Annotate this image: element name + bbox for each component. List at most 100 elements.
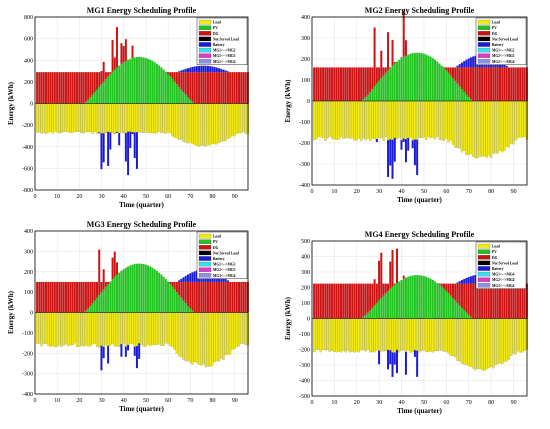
bar-pv	[402, 278, 405, 319]
bar-battery	[213, 66, 216, 73]
bar-dg	[109, 72, 112, 74]
x-tick-label: 90	[232, 398, 238, 404]
bar-load	[454, 318, 457, 358]
bar-dg	[111, 39, 114, 72]
bar-load	[516, 100, 520, 139]
bar-pv	[407, 54, 410, 101]
bar-load	[503, 100, 506, 151]
bar-dg	[42, 72, 45, 104]
bar-pv	[93, 92, 96, 104]
bar-load	[42, 103, 45, 134]
bar-dg	[360, 67, 363, 101]
bar-dg	[400, 57, 403, 59]
bar-dg	[490, 283, 493, 319]
bar-load	[433, 318, 437, 352]
bar-load	[373, 318, 376, 353]
bar-load	[494, 318, 497, 366]
legend-swatch	[477, 283, 491, 288]
bar-dg	[71, 281, 74, 313]
bar-load	[409, 100, 412, 138]
bar-load	[416, 100, 419, 140]
bar-load	[49, 312, 52, 347]
bar-pv	[467, 314, 470, 319]
bar-pv	[431, 58, 434, 101]
bar-load	[364, 100, 367, 141]
bar-dg	[211, 72, 214, 104]
bar-dg	[384, 67, 387, 73]
bar-load	[100, 312, 103, 346]
x-tick-label: 70	[187, 194, 193, 200]
y-tick-label: -400	[22, 392, 33, 398]
chart-title: MG4 Energy Scheduling Profile	[365, 230, 475, 239]
bar-load	[514, 100, 517, 141]
bar-load	[465, 318, 468, 365]
bar-pv	[422, 276, 425, 319]
bar-pv	[133, 264, 136, 313]
bar-load	[380, 100, 383, 139]
bar-load	[169, 103, 172, 134]
y-tick-label: 200	[301, 286, 310, 292]
bar-dg	[69, 281, 72, 313]
bar-dg	[93, 281, 96, 301]
bar-dg	[167, 72, 170, 74]
bar-load	[91, 312, 94, 345]
bar-pv	[371, 307, 374, 319]
bar-load	[58, 103, 61, 134]
bar-load	[58, 312, 61, 346]
bar-dg	[215, 281, 218, 313]
bar-pv	[416, 275, 419, 319]
bar-load	[186, 103, 190, 144]
bar-dg	[240, 281, 243, 313]
bar-dg	[322, 67, 325, 101]
bar-dg	[360, 283, 363, 319]
bar-dg	[175, 72, 178, 85]
y-tick-label: 400	[24, 229, 33, 235]
bar-dg	[519, 67, 522, 101]
bar-dg	[353, 283, 356, 319]
bar-load	[71, 312, 74, 346]
bar-load	[333, 100, 336, 140]
bar-pv	[167, 281, 170, 313]
bar-battery	[184, 68, 187, 73]
bar-dg	[476, 67, 479, 101]
bar-load	[160, 103, 163, 134]
bar-dg	[384, 283, 387, 294]
bar-dg	[474, 67, 477, 101]
bar-load	[445, 318, 448, 352]
bar-dg	[189, 281, 192, 309]
bar-pv	[369, 310, 372, 319]
bar-load	[512, 318, 515, 354]
bar-dg	[102, 61, 105, 82]
bar-pv	[458, 305, 461, 319]
bar-pv	[434, 59, 437, 101]
bar-dg	[64, 281, 67, 313]
bar-load	[127, 103, 130, 132]
bar-dg	[389, 261, 392, 289]
chart-title: MG1 Energy Scheduling Profile	[87, 6, 197, 15]
bar-dg	[523, 67, 526, 101]
bar-load	[44, 103, 48, 134]
bar-pv	[169, 76, 172, 104]
bar-load	[204, 312, 207, 368]
bar-load	[467, 100, 470, 156]
bar-pv	[127, 266, 130, 313]
bar-pv	[393, 63, 396, 101]
bar-dg	[319, 67, 322, 101]
bar-dg	[494, 283, 497, 319]
bar-load	[160, 312, 163, 346]
legend-swatch	[477, 53, 491, 58]
bar-dg	[378, 260, 381, 301]
y-tick-label: -200	[299, 141, 310, 147]
bar-load	[198, 103, 201, 147]
bar-load	[442, 318, 446, 352]
bar-load	[109, 312, 112, 346]
bar-load	[420, 100, 423, 138]
bar-battery-charge	[98, 132, 101, 134]
bar-pv	[91, 94, 94, 104]
bar-load	[220, 103, 223, 142]
bar-dg	[169, 72, 172, 77]
bar-pv	[182, 92, 185, 104]
x-tick-label: 0	[311, 400, 314, 406]
y-tick-label: -500	[299, 394, 310, 400]
bar-load	[175, 312, 178, 354]
